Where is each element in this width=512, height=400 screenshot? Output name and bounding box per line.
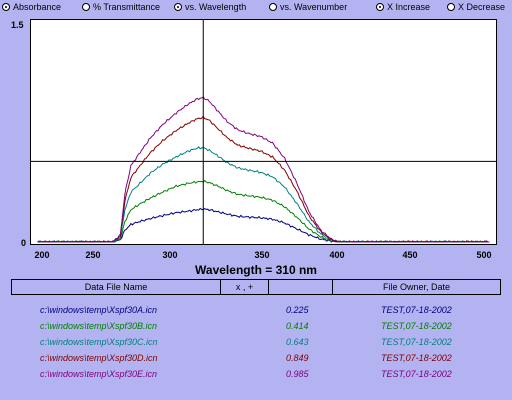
radio-icon [82,3,90,11]
x-tick-label: 350 [254,250,270,260]
radio-icon [376,3,384,11]
radio-label: Absorbance [13,2,62,12]
absorbance-radio[interactable]: Absorbance [2,1,61,13]
x-increase-radio[interactable]: X Increase [376,1,430,13]
radio-icon [2,3,10,11]
x-decrease-radio[interactable]: X Decrease [447,1,505,13]
y-tick-label-max: 1.5 [11,20,24,30]
owner-date-cell: TEST,07-18-2002 [381,305,452,315]
file-name-cell[interactable]: c:\windows\temp\Xspf30C.icn [40,337,158,347]
file-name-cell[interactable]: c:\windows\temp\Xspf30A.icn [40,305,158,315]
column-header-owner-date: File Owner, Date [332,279,501,295]
spectrum-plot[interactable] [30,19,497,245]
vs-wavenumber-radio[interactable]: vs. Wavenumber [269,1,347,13]
vs-wavelength-radio[interactable]: vs. Wavelength [174,1,246,13]
transmittance-radio[interactable]: % Transmittance [82,1,160,13]
radio-label: % Transmittance [93,2,161,12]
column-header-file-name: Data File Name [11,279,221,295]
spectrum-series-line [37,96,490,243]
radio-label: X Increase [387,2,431,12]
value-cell: 0.643 [286,337,309,347]
value-cell: 0.849 [286,353,309,363]
x-tick-label: 200 [34,250,50,260]
value-cell: 0.414 [286,321,309,331]
x-tick-label: 250 [85,250,101,260]
x-tick-label: 450 [402,250,418,260]
radio-label: X Decrease [458,2,506,12]
y-tick-label-zero: 0 [21,238,27,248]
value-cell: 0.985 [286,369,309,379]
radio-icon [447,3,455,11]
file-name-cell[interactable]: c:\windows\temp\Xspf30B.icn [40,321,158,331]
plot-area [30,19,497,245]
file-name-cell[interactable]: c:\windows\temp\Xspf30E.icn [40,369,158,379]
display-options-toolbar: Absorbance % Transmittance vs. Wavelengt… [0,0,512,14]
column-header-value: x , + [220,279,269,295]
radio-label: vs. Wavelength [185,2,247,12]
x-tick-label: 400 [329,250,345,260]
file-name-cell[interactable]: c:\windows\temp\Xspf30D.icn [40,353,158,363]
owner-date-cell: TEST,07-18-2002 [381,321,452,331]
x-tick-label: 500 [476,250,492,260]
owner-date-cell: TEST,07-18-2002 [381,337,452,347]
wavelength-readout: Wavelength = 310 nm [195,263,317,277]
radio-icon [269,3,277,11]
radio-label: vs. Wavenumber [280,2,348,12]
column-header-blank [268,279,333,295]
radio-icon [174,3,182,11]
x-tick-label: 300 [162,250,178,260]
value-cell: 0.225 [286,305,309,315]
owner-date-cell: TEST,07-18-2002 [381,353,452,363]
owner-date-cell: TEST,07-18-2002 [381,369,452,379]
